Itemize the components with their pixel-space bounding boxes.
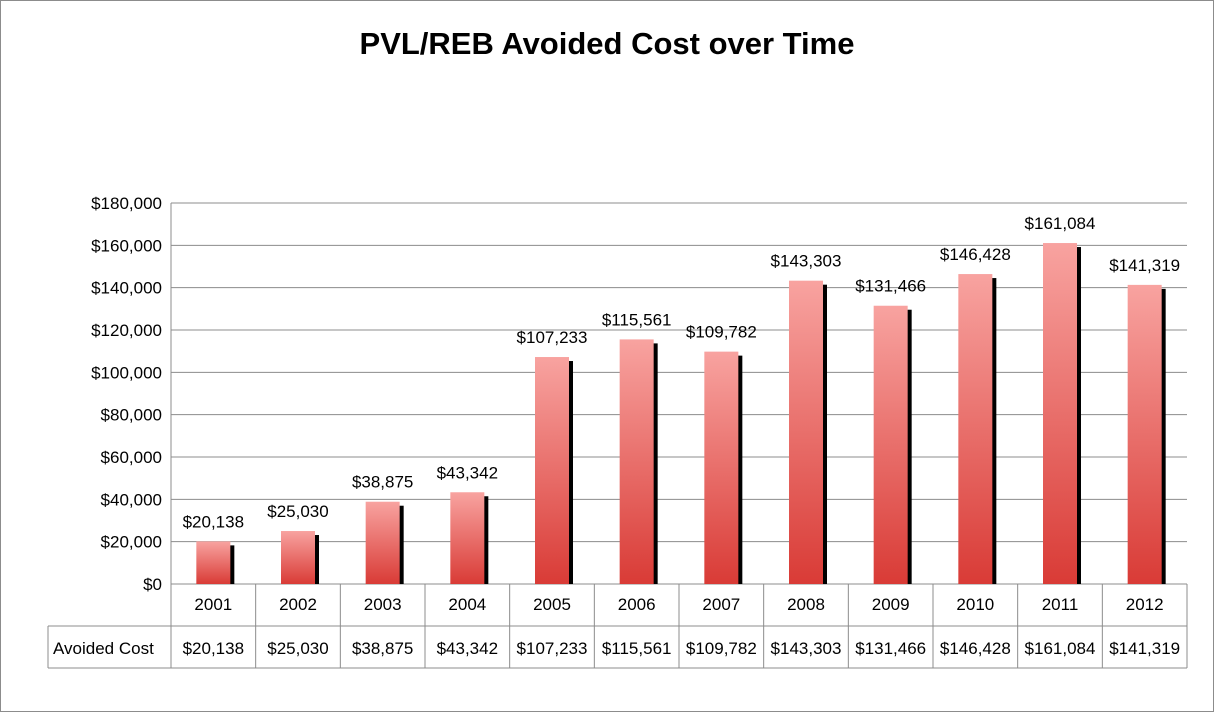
y-tick-label: $100,000 [91,363,162,382]
data-label: $131,466 [855,277,926,296]
data-label: $115,561 [602,310,672,329]
y-tick-label: $0 [143,575,162,594]
table-cell-value: $143,303 [771,639,842,658]
data-label: $43,342 [437,463,498,482]
data-label: $161,084 [1025,214,1096,233]
data-label: $143,303 [771,252,842,271]
table-cell-value: $109,782 [686,639,757,658]
bar-2002 [281,531,315,584]
data-label: $38,875 [352,473,413,492]
table-cell-value: $43,342 [437,639,498,658]
x-tick-label: 2002 [279,595,317,614]
bar-2010 [958,274,993,584]
y-tick-label: $20,000 [101,533,162,552]
x-tick-label: 2001 [194,595,232,614]
x-tick-label: 2010 [956,595,994,614]
y-tick-label: $80,000 [101,406,162,425]
bar-2003 [365,501,400,584]
data-label: $20,138 [183,512,244,531]
x-tick-label: 2011 [1042,595,1079,614]
data-label: $25,030 [267,502,328,521]
data-label: $109,782 [686,323,757,342]
data-label: $141,319 [1109,256,1180,275]
y-tick-label: $40,000 [101,490,162,509]
data-label: $107,233 [517,328,588,347]
x-tick-label: 2004 [448,595,486,614]
chart-title: PVL/REB Avoided Cost over Time [359,26,855,61]
table-cell-value: $141,319 [1109,639,1180,658]
y-tick-label: $160,000 [91,236,162,255]
x-tick-label: 2009 [872,595,910,614]
table-cell-value: $115,561 [602,639,672,658]
bar-2001 [196,541,231,584]
x-tick-label: 2012 [1126,595,1164,614]
bar-2011 [1043,243,1077,584]
x-tick-label: 2007 [702,595,740,614]
table-cell-value: $107,233 [517,639,588,658]
table-cell-value: $25,030 [267,639,328,658]
y-tick-label: $120,000 [91,321,162,340]
bar-2004 [450,492,485,584]
x-tick-label: 2008 [787,595,825,614]
bar-2006 [619,339,654,584]
x-tick-label: 2006 [618,595,656,614]
table-cell-value: $146,428 [940,639,1011,658]
bar-2008 [789,280,823,584]
table-cell-value: $131,466 [855,639,926,658]
y-tick-label: $140,000 [91,279,162,298]
data-label: $146,428 [940,245,1011,264]
bar-2007 [704,351,739,584]
table-cell-value: $38,875 [352,639,413,658]
legend-series-label: Avoided Cost [53,639,154,658]
y-tick-label: $60,000 [101,448,162,467]
x-tick-label: 2003 [364,595,402,614]
table-cell-value: $20,138 [183,639,244,658]
table-cell-value: $161,084 [1025,639,1096,658]
bar-2012 [1127,284,1162,584]
bar-2005 [535,357,569,584]
bar-2009 [873,305,908,584]
x-tick-label: 2005 [533,595,571,614]
y-tick-label: $180,000 [91,194,162,213]
